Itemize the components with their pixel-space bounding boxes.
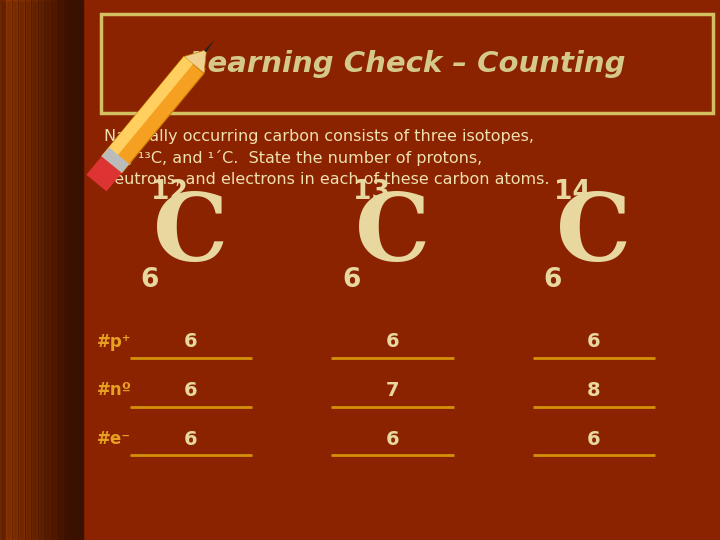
Text: 12: 12: [151, 179, 188, 205]
Text: 6: 6: [544, 267, 562, 293]
Text: 7: 7: [386, 381, 399, 400]
Text: neutrons, and electrons in each of these carbon atoms.: neutrons, and electrons in each of these…: [104, 172, 550, 187]
Text: 6: 6: [386, 332, 399, 352]
Text: 6: 6: [588, 429, 600, 449]
Bar: [58, 0, 69, 540]
Polygon shape: [86, 157, 122, 191]
Text: ¹²C, ¹³C, and ¹´C.  State the number of protons,: ¹²C, ¹³C, and ¹´C. State the number of p…: [104, 150, 482, 166]
FancyBboxPatch shape: [101, 14, 713, 113]
Text: 6: 6: [184, 381, 197, 400]
Text: 6: 6: [386, 429, 399, 449]
Text: C: C: [355, 190, 430, 280]
Text: 6: 6: [140, 267, 159, 293]
Text: Naturally occurring carbon consists of three isotopes,: Naturally occurring carbon consists of t…: [104, 129, 534, 144]
Text: 13: 13: [353, 179, 390, 205]
Polygon shape: [102, 57, 193, 164]
Bar: [19, 0, 30, 540]
Polygon shape: [102, 57, 204, 173]
Text: #p⁺: #p⁺: [97, 333, 132, 351]
Bar: [32, 0, 43, 540]
Polygon shape: [102, 147, 129, 173]
Bar: [26, 0, 37, 540]
Text: 6: 6: [588, 332, 600, 352]
Bar: [13, 0, 24, 540]
Bar: [6, 0, 17, 540]
Bar: [0, 0, 83, 540]
Text: Learning Check – Counting: Learning Check – Counting: [189, 50, 625, 78]
Bar: [52, 0, 63, 540]
Text: 6: 6: [184, 429, 197, 449]
Bar: [45, 0, 56, 540]
Text: 8: 8: [588, 381, 600, 400]
Text: 6: 6: [184, 332, 197, 352]
Text: C: C: [153, 190, 228, 280]
Text: 14: 14: [554, 179, 591, 205]
Text: #e⁻: #e⁻: [97, 430, 131, 448]
Text: #nº: #nº: [97, 381, 132, 400]
Bar: [0, 0, 11, 540]
Polygon shape: [204, 40, 215, 52]
Text: 6: 6: [342, 267, 361, 293]
Bar: [39, 0, 50, 540]
Polygon shape: [184, 50, 206, 73]
Text: C: C: [557, 190, 631, 280]
